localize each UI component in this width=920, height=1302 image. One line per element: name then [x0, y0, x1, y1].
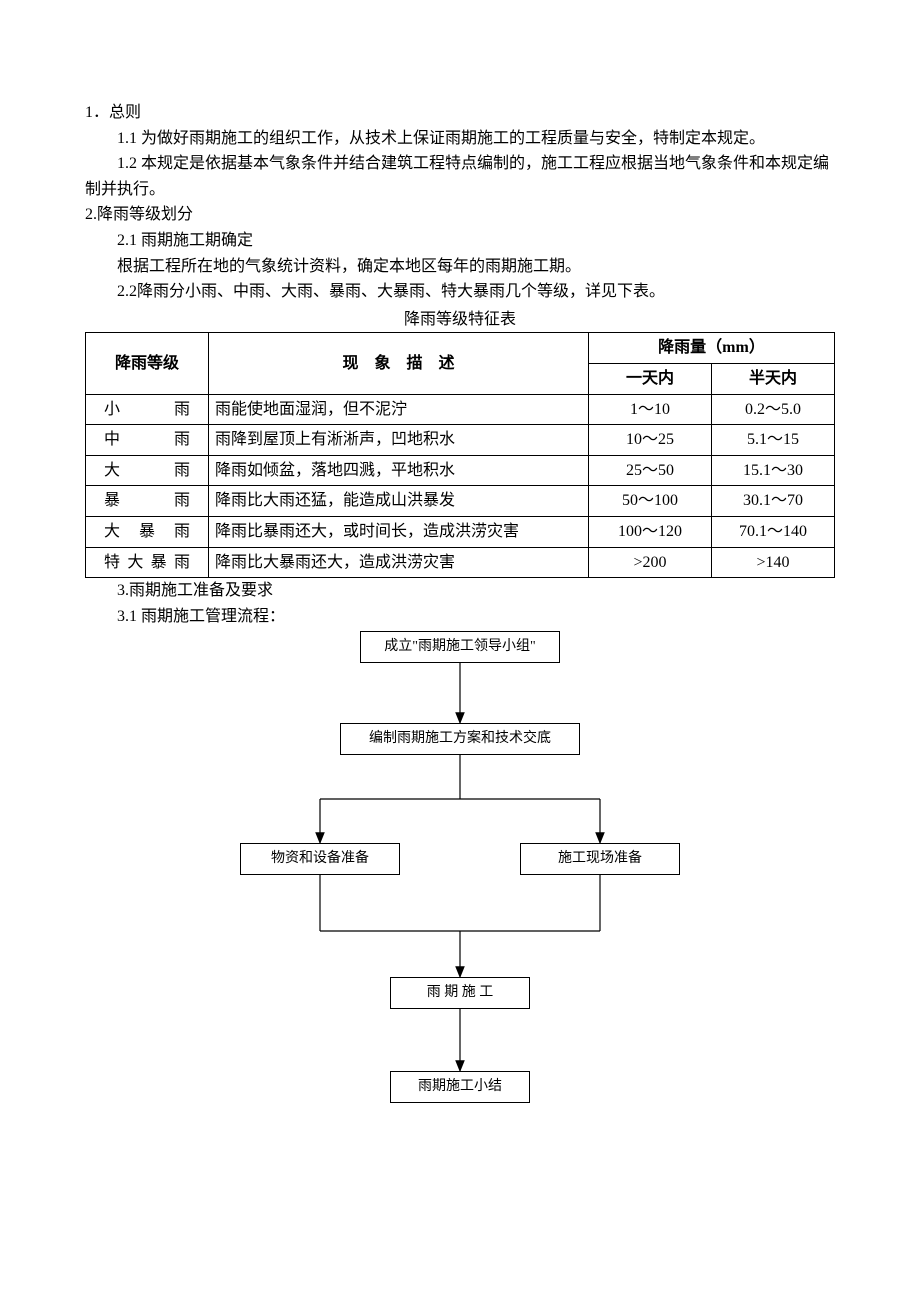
rain-level-table: 降雨等级 现 象 描 述 降雨量（mm） 一天内 半天内 小 雨雨能使地面湿润，… [85, 332, 835, 578]
cell-level: 特大暴雨 [86, 547, 209, 578]
th-half: 半天内 [712, 363, 835, 394]
cell-half: 30.1～70 [712, 486, 835, 517]
th-amount: 降雨量（mm） [589, 333, 835, 364]
cell-day: 1～10 [589, 394, 712, 425]
section-1-1: 1.1 为做好雨期施工的组织工作，从技术上保证雨期施工的工程质量与安全，特制定本… [85, 126, 835, 152]
section-3-title: 3.雨期施工准备及要求 [85, 578, 835, 604]
section-2-title: 2.降雨等级划分 [85, 202, 835, 228]
section-2-1-body: 根据工程所在地的气象统计资料，确定本地区每年的雨期施工期。 [85, 254, 835, 280]
table-row: 特大暴雨降雨比大暴雨还大，造成洪涝灾害>200>140 [86, 547, 835, 578]
th-day: 一天内 [589, 363, 712, 394]
flow-node-n6: 雨期施工小结 [390, 1071, 530, 1103]
table-title: 降雨等级特征表 [85, 307, 835, 333]
cell-level: 大 雨 [86, 455, 209, 486]
table-row: 暴 雨降雨比大雨还猛，能造成山洪暴发50～10030.1～70 [86, 486, 835, 517]
cell-half: 15.1～30 [712, 455, 835, 486]
cell-day: 25～50 [589, 455, 712, 486]
cell-half: 5.1～15 [712, 425, 835, 456]
cell-day: 100～120 [589, 516, 712, 547]
cell-desc: 雨能使地面湿润，但不泥泞 [209, 394, 589, 425]
section-2-2: 2.2降雨分小雨、中雨、大雨、暴雨、大暴雨、特大暴雨几个等级，详见下表。 [85, 279, 835, 305]
table-row: 中 雨雨降到屋顶上有淅淅声，凹地积水10～255.1～15 [86, 425, 835, 456]
flowchart: 成立"雨期施工领导小组" 编制雨期施工方案和技术交底物资和设备准备 施工现场准备雨 … [160, 631, 760, 1151]
cell-level: 暴 雨 [86, 486, 209, 517]
flow-node-n5: 雨 期 施 工 [390, 977, 530, 1009]
cell-half: 70.1～140 [712, 516, 835, 547]
section-1-title: 1．总则 [85, 100, 835, 126]
cell-day: >200 [589, 547, 712, 578]
cell-level: 中 雨 [86, 425, 209, 456]
cell-level: 大 暴 雨 [86, 516, 209, 547]
cell-desc: 降雨比暴雨还大，或时间长，造成洪涝灾害 [209, 516, 589, 547]
table-body: 小 雨雨能使地面湿润，但不泥泞1～100.2～5.0中 雨雨降到屋顶上有淅淅声，… [86, 394, 835, 578]
section-1-2: 1.2 本规定是依据基本气象条件并结合建筑工程特点编制的，施工工程应根据当地气象… [85, 151, 835, 202]
table-row: 大 雨降雨如倾盆，落地四溅，平地积水25～5015.1～30 [86, 455, 835, 486]
cell-desc: 降雨如倾盆，落地四溅，平地积水 [209, 455, 589, 486]
section-3-1: 3.1 雨期施工管理流程： [85, 604, 835, 630]
section-1-2-text: 1.2 本规定是依据基本气象条件并结合建筑工程特点编制的，施工工程应根据当地气象… [85, 155, 829, 198]
flow-node-n3: 物资和设备准备 [240, 843, 400, 875]
section-2-2-text: 2.2降雨分小雨、中雨、大雨、暴雨、大暴雨、特大暴雨几个等级，详见下表。 [117, 283, 665, 300]
table-row: 大 暴 雨降雨比暴雨还大，或时间长，造成洪涝灾害100～12070.1～140 [86, 516, 835, 547]
cell-day: 50～100 [589, 486, 712, 517]
cell-level: 小 雨 [86, 394, 209, 425]
cell-half: 0.2～5.0 [712, 394, 835, 425]
cell-day: 10～25 [589, 425, 712, 456]
section-2-1: 2.1 雨期施工期确定 [85, 228, 835, 254]
flow-node-n1: 成立"雨期施工领导小组" [360, 631, 560, 663]
flow-node-n2: 编制雨期施工方案和技术交底 [340, 723, 580, 755]
cell-desc: 降雨比大暴雨还大，造成洪涝灾害 [209, 547, 589, 578]
th-level: 降雨等级 [86, 333, 209, 394]
table-row: 小 雨雨能使地面湿润，但不泥泞1～100.2～5.0 [86, 394, 835, 425]
cell-half: >140 [712, 547, 835, 578]
table-header-row-1: 降雨等级 现 象 描 述 降雨量（mm） [86, 333, 835, 364]
th-desc: 现 象 描 述 [209, 333, 589, 394]
cell-desc: 雨降到屋顶上有淅淅声，凹地积水 [209, 425, 589, 456]
flow-node-n4: 施工现场准备 [520, 843, 680, 875]
cell-desc: 降雨比大雨还猛，能造成山洪暴发 [209, 486, 589, 517]
